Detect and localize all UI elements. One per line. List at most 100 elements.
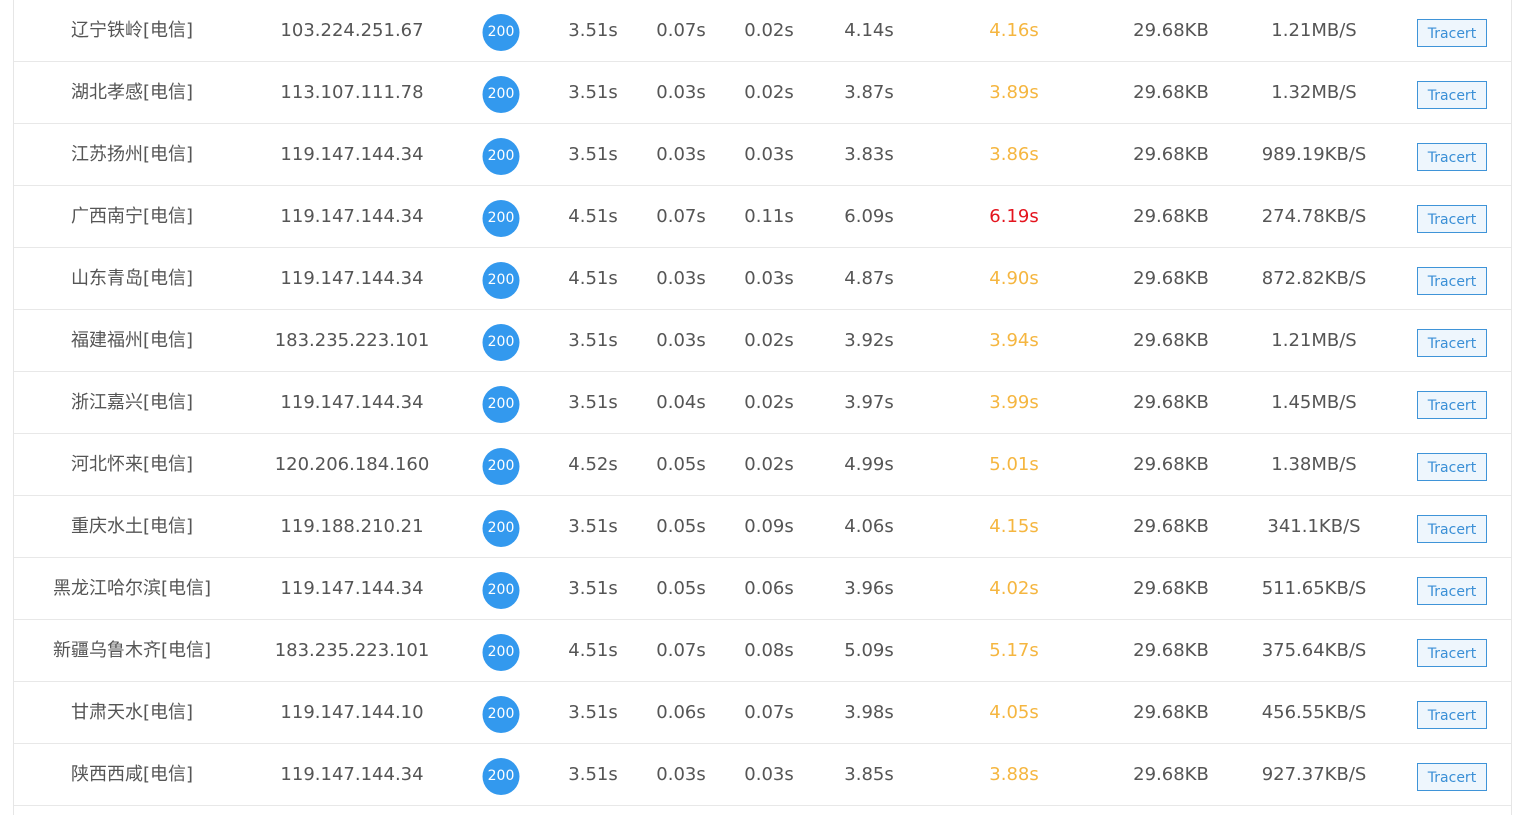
tracert-cell: Tracert bbox=[1417, 558, 1487, 619]
tracert-button[interactable]: Tracert bbox=[1417, 515, 1487, 543]
size-cell: 29.68KB bbox=[1133, 454, 1209, 475]
status-code-badge: 200 bbox=[482, 137, 520, 175]
total-time-cell: 4.05s bbox=[989, 702, 1039, 723]
total-time-cell: 5.17s bbox=[989, 640, 1039, 661]
time-4-cell: 3.96s bbox=[844, 578, 894, 599]
time-1-cell: 3.51s bbox=[568, 330, 618, 351]
status-code-cell: 200 bbox=[482, 434, 520, 495]
table-row: 广西南宁[电信] 119.147.144.34 200 4.51s 0.07s 0.11s… bbox=[14, 186, 1511, 248]
time-3-cell: 0.09s bbox=[744, 516, 794, 537]
location-cell: 重庆水土[电信] bbox=[70, 516, 194, 537]
status-code-cell: 200 bbox=[482, 682, 520, 743]
time-4-cell: 5.09s bbox=[844, 640, 894, 661]
size-cell: 29.68KB bbox=[1133, 516, 1209, 537]
status-code-cell: 200 bbox=[482, 496, 520, 557]
speed-cell: 274.78KB/S bbox=[1261, 206, 1367, 227]
total-time-cell: 4.16s bbox=[989, 20, 1039, 41]
table-row: 山东青岛[电信] 119.147.144.34 200 4.51s 0.03s 0.03s… bbox=[14, 248, 1511, 310]
tracert-cell: Tracert bbox=[1417, 372, 1487, 433]
table-row: 黑龙江哈尔滨[电信] 119.147.144.34 200 3.51s 0.05s 0.0… bbox=[14, 558, 1511, 620]
status-code-cell: 200 bbox=[482, 248, 520, 309]
time-3-cell: 0.02s bbox=[744, 330, 794, 351]
status-code-badge: 200 bbox=[482, 75, 520, 113]
status-code-badge: 200 bbox=[482, 385, 520, 423]
status-code-cell: 200 bbox=[482, 124, 520, 185]
tracert-button[interactable]: Tracert bbox=[1417, 267, 1487, 295]
status-code-badge: 200 bbox=[482, 757, 520, 795]
speed-cell: 456.55KB/S bbox=[1261, 702, 1367, 723]
total-time-cell: 6.19s bbox=[989, 206, 1039, 227]
ip-cell: 119.147.144.34 bbox=[280, 392, 424, 413]
time-1-cell: 3.51s bbox=[568, 764, 618, 785]
time-3-cell: 0.02s bbox=[744, 454, 794, 475]
ip-cell: 119.188.210.21 bbox=[280, 516, 424, 537]
tracert-cell: Tracert bbox=[1417, 310, 1487, 371]
time-4-cell: 4.99s bbox=[844, 454, 894, 475]
tracert-button[interactable]: Tracert bbox=[1417, 701, 1487, 729]
tracert-button[interactable]: Tracert bbox=[1417, 391, 1487, 419]
total-time-cell: 3.94s bbox=[989, 330, 1039, 351]
time-1-cell: 4.52s bbox=[568, 454, 618, 475]
size-cell: 29.68KB bbox=[1133, 82, 1209, 103]
tracert-button[interactable]: Tracert bbox=[1417, 329, 1487, 357]
location-cell: 河北怀来[电信] bbox=[70, 454, 194, 475]
location-cell: 山东青岛[电信] bbox=[70, 268, 194, 289]
time-1-cell: 3.51s bbox=[568, 392, 618, 413]
status-code-cell: 200 bbox=[482, 0, 520, 61]
total-time-cell: 3.99s bbox=[989, 392, 1039, 413]
tracert-button[interactable]: Tracert bbox=[1417, 205, 1487, 233]
time-3-cell: 0.02s bbox=[744, 82, 794, 103]
table-row: 甘肃天水[电信] 119.147.144.10 200 3.51s 0.06s 0.07s… bbox=[14, 682, 1511, 744]
status-code-cell: 200 bbox=[482, 620, 520, 681]
tracert-button[interactable]: Tracert bbox=[1417, 81, 1487, 109]
status-code-badge: 200 bbox=[482, 695, 520, 733]
ip-cell: 119.147.144.34 bbox=[280, 578, 424, 599]
time-1-cell: 3.51s bbox=[568, 144, 618, 165]
ip-cell: 120.206.184.160 bbox=[274, 454, 430, 475]
ip-cell: 119.147.144.34 bbox=[280, 144, 424, 165]
size-cell: 29.68KB bbox=[1133, 330, 1209, 351]
time-2-cell: 0.05s bbox=[656, 516, 706, 537]
total-time-cell: 3.89s bbox=[989, 82, 1039, 103]
time-3-cell: 0.03s bbox=[744, 764, 794, 785]
tracert-button[interactable]: Tracert bbox=[1417, 143, 1487, 171]
location-cell: 黑龙江哈尔滨[电信] bbox=[52, 578, 212, 599]
tracert-cell: Tracert bbox=[1417, 186, 1487, 247]
tracert-cell: Tracert bbox=[1417, 0, 1487, 61]
tracert-button[interactable]: Tracert bbox=[1417, 19, 1487, 47]
size-cell: 29.68KB bbox=[1133, 392, 1209, 413]
tracert-button[interactable]: Tracert bbox=[1417, 453, 1487, 481]
time-4-cell: 4.14s bbox=[844, 20, 894, 41]
tracert-cell: Tracert bbox=[1417, 248, 1487, 309]
size-cell: 29.68KB bbox=[1133, 268, 1209, 289]
size-cell: 29.68KB bbox=[1133, 702, 1209, 723]
tracert-cell: Tracert bbox=[1417, 62, 1487, 123]
time-2-cell: 0.07s bbox=[656, 20, 706, 41]
time-2-cell: 0.03s bbox=[656, 764, 706, 785]
tracert-button[interactable]: Tracert bbox=[1417, 577, 1487, 605]
time-4-cell: 3.83s bbox=[844, 144, 894, 165]
location-cell: 广西南宁[电信] bbox=[70, 206, 194, 227]
speed-cell: 1.32MB/S bbox=[1271, 82, 1357, 103]
time-2-cell: 0.03s bbox=[656, 330, 706, 351]
location-cell: 湖北孝感[电信] bbox=[70, 82, 194, 103]
tracert-button[interactable]: Tracert bbox=[1417, 763, 1487, 791]
tracert-cell: Tracert bbox=[1417, 744, 1487, 805]
time-4-cell: 3.85s bbox=[844, 764, 894, 785]
size-cell: 29.68KB bbox=[1133, 578, 1209, 599]
status-code-badge: 200 bbox=[482, 13, 520, 51]
time-3-cell: 0.02s bbox=[744, 20, 794, 41]
location-cell: 新疆乌鲁木齐[电信] bbox=[52, 640, 212, 661]
ip-cell: 119.147.144.10 bbox=[280, 702, 424, 723]
time-4-cell: 3.98s bbox=[844, 702, 894, 723]
time-4-cell: 4.87s bbox=[844, 268, 894, 289]
tracert-cell: Tracert bbox=[1417, 682, 1487, 743]
ip-cell: 103.224.251.67 bbox=[280, 20, 424, 41]
ip-cell: 183.235.223.101 bbox=[274, 640, 430, 661]
tracert-button[interactable]: Tracert bbox=[1417, 639, 1487, 667]
time-2-cell: 0.06s bbox=[656, 702, 706, 723]
time-1-cell: 3.51s bbox=[568, 82, 618, 103]
status-code-badge: 200 bbox=[482, 509, 520, 547]
time-1-cell: 3.51s bbox=[568, 516, 618, 537]
ip-cell: 183.235.223.101 bbox=[274, 330, 430, 351]
